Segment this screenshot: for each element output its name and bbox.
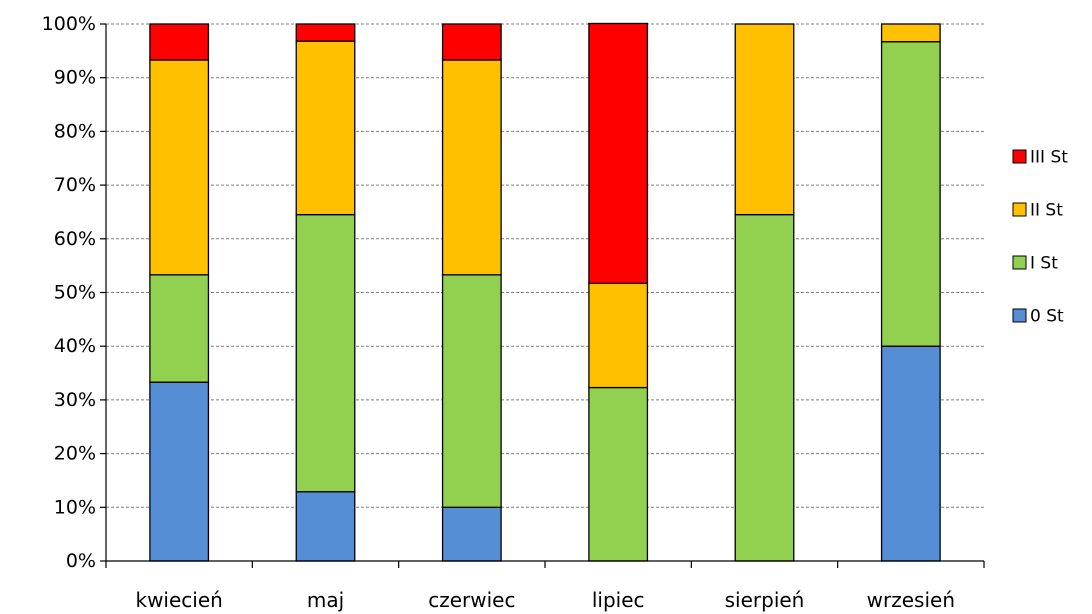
- y-tick-label: 70%: [54, 174, 96, 196]
- y-tick-label: 40%: [54, 335, 96, 357]
- bar-segment: [588, 386, 649, 562]
- x-category-label: wrzesień: [867, 588, 955, 612]
- bar-segment: [149, 23, 210, 61]
- gridlines: [106, 23, 984, 508]
- x-category-label: lipiec: [592, 588, 645, 612]
- y-tick-labels: 0% 10% 20% 30% 40% 50% 60% 70% 80% 90% 100%: [42, 13, 96, 572]
- bar-segment: [295, 213, 356, 493]
- y-tick-label: 10%: [54, 496, 96, 518]
- y-tick-label: 90%: [54, 67, 96, 89]
- legend-swatch: [1012, 202, 1027, 217]
- legend-label: II St: [1030, 201, 1063, 221]
- x-category-label: maj: [307, 588, 344, 612]
- bar-segment: [295, 23, 356, 42]
- bar-segment: [588, 22, 649, 285]
- legend-swatch: [1012, 308, 1027, 323]
- bars: [149, 22, 941, 562]
- bar-segment: [588, 282, 649, 389]
- bar-segment: [295, 491, 356, 562]
- y-tick-label: 50%: [54, 282, 96, 304]
- x-category-label: sierpień: [725, 588, 805, 612]
- bar-segment: [441, 59, 502, 276]
- bar-segment: [880, 345, 941, 562]
- legend-swatch: [1012, 255, 1027, 270]
- bar-segment: [295, 40, 356, 216]
- legend-label: III St: [1030, 148, 1068, 168]
- bar-segment: [441, 274, 502, 508]
- bar-segment: [880, 23, 941, 43]
- x-category-labels: kwiecień maj czerwiec lipiec sierpień wrzesie…: [135, 588, 955, 612]
- legend-label: I St: [1030, 254, 1058, 274]
- bar-segment: [880, 41, 941, 347]
- legend-swatch: [1012, 149, 1027, 164]
- y-tick-label: 80%: [54, 120, 96, 142]
- y-tick-label: 0%: [66, 550, 96, 572]
- x-category-label: kwiecień: [135, 588, 222, 612]
- y-tick-label: 100%: [42, 13, 96, 35]
- bar-segment: [149, 59, 210, 276]
- y-tick-label: 60%: [54, 228, 96, 250]
- legend-label: 0 St: [1030, 307, 1064, 327]
- x-category-label: czerwiec: [428, 588, 515, 612]
- axes: [100, 23, 985, 568]
- bar-segment: [149, 274, 210, 383]
- bar-segment: [441, 506, 502, 562]
- y-tick-label: 30%: [54, 389, 96, 411]
- bar-segment: [149, 381, 210, 562]
- bar-segment: [734, 213, 795, 562]
- legend: III St II St I St 0 St: [1012, 148, 1068, 327]
- y-tick-label: 20%: [54, 443, 96, 465]
- bar-segment: [441, 23, 502, 61]
- bar-segment: [734, 23, 795, 216]
